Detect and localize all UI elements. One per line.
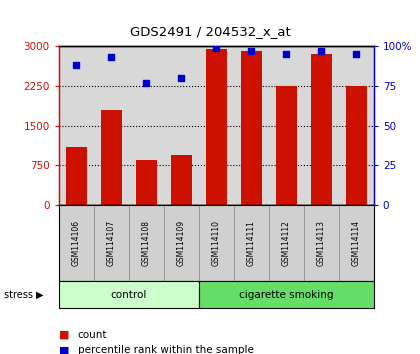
Bar [199,205,234,281]
Text: GSM114108: GSM114108 [142,221,151,266]
Bar [101,110,122,205]
Text: GSM114111: GSM114111 [247,221,256,266]
Point [353,51,360,57]
Bar [171,155,192,205]
Point [73,62,80,68]
Bar [339,205,374,281]
Text: GSM114109: GSM114109 [177,220,186,267]
Bar [94,205,129,281]
Text: count: count [78,330,107,339]
Bar [136,160,157,205]
Text: GDS2491 / 204532_x_at: GDS2491 / 204532_x_at [130,25,290,38]
Text: GSM114113: GSM114113 [317,221,326,266]
Text: GSM114107: GSM114107 [107,220,116,267]
Bar [346,86,367,205]
Bar [276,86,297,205]
Text: percentile rank within the sample: percentile rank within the sample [78,346,254,354]
Text: ■: ■ [59,330,69,339]
Bar [234,205,269,281]
Bar [164,205,199,281]
Text: stress: stress [4,290,36,300]
Bar [304,205,339,281]
Bar [199,281,374,308]
Text: ■: ■ [59,346,69,354]
Text: ▶: ▶ [36,290,43,300]
Bar [269,205,304,281]
Point [318,48,325,53]
Point [213,45,220,50]
Text: GSM114106: GSM114106 [72,220,81,267]
Bar [66,147,87,205]
Text: cigarette smoking: cigarette smoking [239,290,333,300]
Text: GSM114110: GSM114110 [212,221,221,266]
Text: GSM114114: GSM114114 [352,221,361,266]
Bar [206,48,227,205]
Point [178,75,185,81]
Point [143,80,150,85]
Point [283,51,290,57]
Bar [311,54,332,205]
Point [108,54,115,60]
Bar [59,205,94,281]
Bar [241,51,262,205]
Bar [129,205,164,281]
Point [248,48,255,53]
Bar [59,281,199,308]
Text: GSM114112: GSM114112 [282,221,291,266]
Text: control: control [110,290,147,300]
